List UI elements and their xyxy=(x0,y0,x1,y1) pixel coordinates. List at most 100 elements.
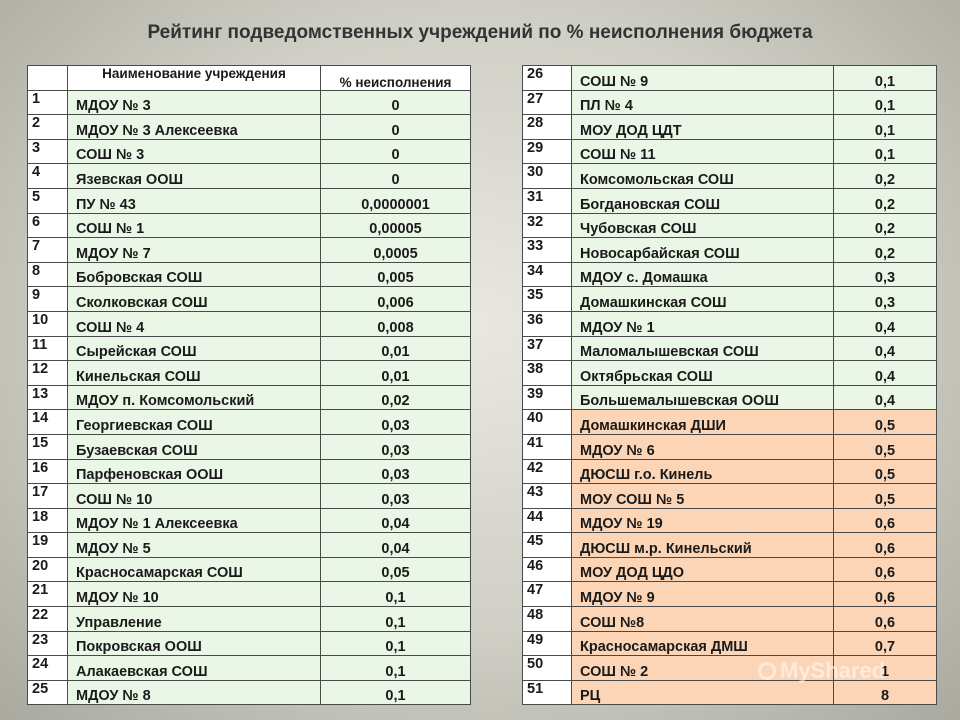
row-number-cell: 1 xyxy=(27,89,68,116)
table-row: 45 ДЮСШ м.р. Кинельский 0,6 xyxy=(522,532,937,558)
institution-name-cell: Красносамарская ДМШ xyxy=(571,630,834,657)
percent-value-cell: 0,1 xyxy=(320,606,471,632)
percent-value-cell: 0,5 xyxy=(833,458,937,485)
percent-value-cell: 0,1 xyxy=(320,630,471,657)
row-number-cell: 38 xyxy=(522,360,572,386)
table-row: 43 МОУ СОШ № 5 0,5 xyxy=(522,483,937,509)
institution-name-cell: ДЮСШ г.о. Кинель xyxy=(571,458,834,485)
institution-name-cell: МОУ ДОД ЦДТ xyxy=(571,114,834,140)
row-number-cell: 2 xyxy=(27,114,68,140)
percent-value-cell: 0,006 xyxy=(320,286,471,312)
institution-name-cell: Красносамарская СОШ xyxy=(67,556,321,583)
table-row: 33 Новосарбайская СОШ 0,2 xyxy=(522,237,937,263)
institution-name-cell: Новосарбайская СОШ xyxy=(571,237,834,263)
table-row: 22 Управление 0,1 xyxy=(27,606,471,632)
table-row: 23 Покровская ООШ 0,1 xyxy=(27,630,471,657)
table-row: 36 МДОУ № 1 0,4 xyxy=(522,310,937,337)
institution-name-cell: Покровская ООШ xyxy=(67,630,321,657)
percent-value-cell: 0,03 xyxy=(320,409,471,435)
institution-name-cell: Домашкинская ДШИ xyxy=(571,409,834,435)
institution-name-cell: МДОУ № 10 xyxy=(67,581,321,608)
row-number-cell: 15 xyxy=(27,433,68,460)
row-number-cell: 50 xyxy=(522,655,572,681)
row-number-cell: 12 xyxy=(27,360,68,386)
table-row: 13 МДОУ п. Комсомольский 0,02 xyxy=(27,384,471,411)
percent-value-cell: 0,0005 xyxy=(320,237,471,263)
row-number-cell: 20 xyxy=(27,556,68,583)
row-number-cell: 43 xyxy=(522,483,572,509)
percent-value-cell: 0,6 xyxy=(833,532,937,558)
table-row: 32 Чубовская СОШ 0,2 xyxy=(522,212,937,239)
percent-value-cell: 0,0000001 xyxy=(320,187,471,214)
table-row: 5 ПУ № 43 0,0000001 xyxy=(27,187,471,214)
table-row: 29 СОШ № 11 0,1 xyxy=(522,138,937,165)
percent-value-cell: 0,04 xyxy=(320,532,471,558)
percent-value-cell: 0,1 xyxy=(320,581,471,608)
percent-value-cell: 0,4 xyxy=(833,360,937,386)
institution-name-cell: ПУ № 43 xyxy=(67,187,321,214)
percent-value-cell: 0,6 xyxy=(833,606,937,632)
table-row: 42 ДЮСШ г.о. Кинель 0,5 xyxy=(522,458,937,485)
percent-value-cell: 0,1 xyxy=(833,138,937,165)
percent-value-cell: 0,02 xyxy=(320,384,471,411)
percent-value-cell: 0,1 xyxy=(833,89,937,116)
table-row: 31 Богдановская СОШ 0,2 xyxy=(522,187,937,214)
table-row: 28 МОУ ДОД ЦДТ 0,1 xyxy=(522,114,937,140)
institution-name-cell: ПЛ № 4 xyxy=(571,89,834,116)
percent-value-cell: 0,2 xyxy=(833,163,937,189)
institution-name-cell: СОШ № 4 xyxy=(67,310,321,337)
table-row: 14 Георгиевская СОШ 0,03 xyxy=(27,409,471,435)
row-number-cell: 48 xyxy=(522,606,572,632)
row-number-cell: 49 xyxy=(522,630,572,657)
percent-value-cell: 0,5 xyxy=(833,483,937,509)
percent-value-cell: 0,005 xyxy=(320,261,471,288)
institution-name-cell: МДОУ № 19 xyxy=(571,507,834,534)
institution-name-cell: Бобровская СОШ xyxy=(67,261,321,288)
table-row: 49 Красносамарская ДМШ 0,7 xyxy=(522,630,937,657)
percent-value-cell: 0,3 xyxy=(833,286,937,312)
page-title: Рейтинг подведомственных учреждений по %… xyxy=(147,22,813,43)
percent-value-cell: 0 xyxy=(320,114,471,140)
percent-value-cell: 0,01 xyxy=(320,335,471,362)
institution-name-cell: МДОУ № 3 Алексеевка xyxy=(67,114,321,140)
row-number-cell: 44 xyxy=(522,507,572,534)
institution-name-cell: СОШ № 3 xyxy=(67,138,321,165)
table-row: 12 Кинельская СОШ 0,01 xyxy=(27,360,471,386)
row-number-cell: 25 xyxy=(27,679,68,706)
row-number-cell: 13 xyxy=(27,384,68,411)
institution-name-cell: Сколковская СОШ xyxy=(67,286,321,312)
row-number-cell: 24 xyxy=(27,655,68,681)
institution-name-cell: Чубовская СОШ xyxy=(571,212,834,239)
header-num-cell xyxy=(27,65,68,91)
table-row: 4 Язевская ООШ 0 xyxy=(27,163,471,189)
rating-table-right: 26 СОШ № 9 0,1 27 ПЛ № 4 0,1 28 МОУ ДОД ЦДТ 0,1 2… xyxy=(522,65,937,706)
table-row: 25 МДОУ № 8 0,1 xyxy=(27,679,471,706)
percent-value-cell: 0,5 xyxy=(833,409,937,435)
institution-name-cell: МДОУ п. Комсомольский xyxy=(67,384,321,411)
percent-value-cell: 0 xyxy=(320,163,471,189)
percent-value-cell: 0,2 xyxy=(833,187,937,214)
percent-value-cell: 0,4 xyxy=(833,384,937,411)
percent-value-cell: 0,5 xyxy=(833,433,937,460)
institution-name-cell: Сырейская СОШ xyxy=(67,335,321,362)
row-number-cell: 32 xyxy=(522,212,572,239)
table-row: 24 Алакаевская СОШ 0,1 xyxy=(27,655,471,681)
row-number-cell: 42 xyxy=(522,458,572,485)
institution-name-cell: СОШ № 1 xyxy=(67,212,321,239)
institution-name-cell: Кинельская СОШ xyxy=(67,360,321,386)
table-row: 17 СОШ № 10 0,03 xyxy=(27,483,471,509)
percent-value-cell: 0,05 xyxy=(320,556,471,583)
percent-value-cell: 0,3 xyxy=(833,261,937,288)
row-number-cell: 8 xyxy=(27,261,68,288)
institution-name-cell: МДОУ № 8 xyxy=(67,679,321,706)
institution-name-cell: МДОУ № 5 xyxy=(67,532,321,558)
institution-name-cell: МДОУ № 7 xyxy=(67,237,321,263)
table-row: 10 СОШ № 4 0,008 xyxy=(27,310,471,337)
table-row: 40 Домашкинская ДШИ 0,5 xyxy=(522,409,937,435)
table-row: 37 Маломалышевская СОШ 0,4 xyxy=(522,335,937,362)
rating-table-left: Наименование учреждения % неисполнения 1… xyxy=(27,65,471,706)
percent-value-cell: 0,03 xyxy=(320,483,471,509)
institution-name-cell: Бузаевская СОШ xyxy=(67,433,321,460)
